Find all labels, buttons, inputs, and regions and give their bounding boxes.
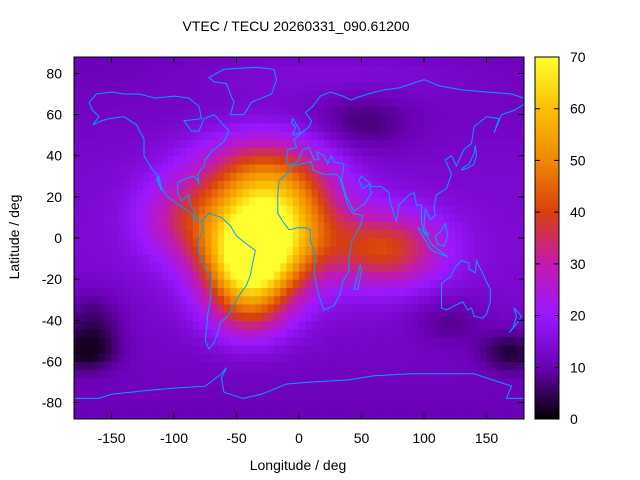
y-tick-label: -20 — [42, 271, 62, 287]
x-tick-label: -150 — [97, 430, 125, 446]
y-tick-label: 0 — [54, 230, 62, 246]
y-tick-label: -40 — [42, 312, 62, 328]
colorbar-ticks: 0 10 20 30 40 50 60 70 — [535, 49, 586, 427]
greenland-outline — [208, 66, 278, 116]
continent-outlines — [74, 66, 524, 399]
colorbar-tick-label: 20 — [570, 308, 586, 324]
colorbar-tick-label: 30 — [570, 256, 586, 272]
x-tick-label: 0 — [295, 430, 303, 446]
colorbar-tick-label: 0 — [570, 411, 578, 427]
y-tick-label: 20 — [46, 189, 62, 205]
japan-outline — [461, 145, 478, 171]
borneo-outline — [434, 222, 449, 247]
uk-outline — [290, 117, 301, 136]
north-america-outline — [88, 91, 230, 223]
x-tick-label: 50 — [354, 430, 370, 446]
colorbar-frame — [534, 56, 560, 420]
y-tick-label: 60 — [46, 107, 62, 123]
antarctica-outline — [74, 367, 524, 399]
y-axis-label: Latitude / deg — [6, 195, 22, 280]
africa-outline — [277, 161, 364, 311]
x-tick-label: 100 — [412, 430, 436, 446]
y-tick-label: 80 — [46, 65, 62, 81]
y-tick-label: -80 — [42, 395, 62, 411]
madagascar-outline — [353, 264, 363, 290]
x-axis-ticks: -150 -100 -50 0 50 100 150 — [97, 57, 498, 446]
south-america-outline — [197, 212, 256, 351]
colorbar-tick-label: 10 — [570, 359, 586, 375]
vtec-heatmap — [74, 57, 524, 419]
x-tick-label: -50 — [226, 430, 246, 446]
x-tick-label: -100 — [160, 430, 188, 446]
y-axis-ticks: -80 -60 -40 -20 0 20 40 60 80 — [42, 65, 524, 411]
colorbar: 0 10 20 30 40 50 60 70 — [534, 49, 586, 427]
x-axis-label: Longitude / deg — [250, 457, 347, 473]
eurasia-outline — [286, 79, 524, 237]
new-zealand-outline — [508, 307, 523, 333]
colorbar-tick-label: 40 — [570, 204, 586, 220]
chart-title: VTEC / TECU 20260331_090.61200 — [182, 18, 409, 34]
colorbar-tick-label: 50 — [570, 152, 586, 168]
colorbar-tick-label: 70 — [570, 49, 586, 65]
colorbar-gradient — [535, 57, 559, 419]
colorbar-tick-label: 60 — [570, 101, 586, 117]
australia-outline — [441, 258, 491, 319]
x-tick-label: 150 — [475, 430, 499, 446]
indonesia-outline — [417, 227, 449, 257]
y-tick-label: -60 — [42, 353, 62, 369]
y-tick-label: 40 — [46, 148, 62, 164]
